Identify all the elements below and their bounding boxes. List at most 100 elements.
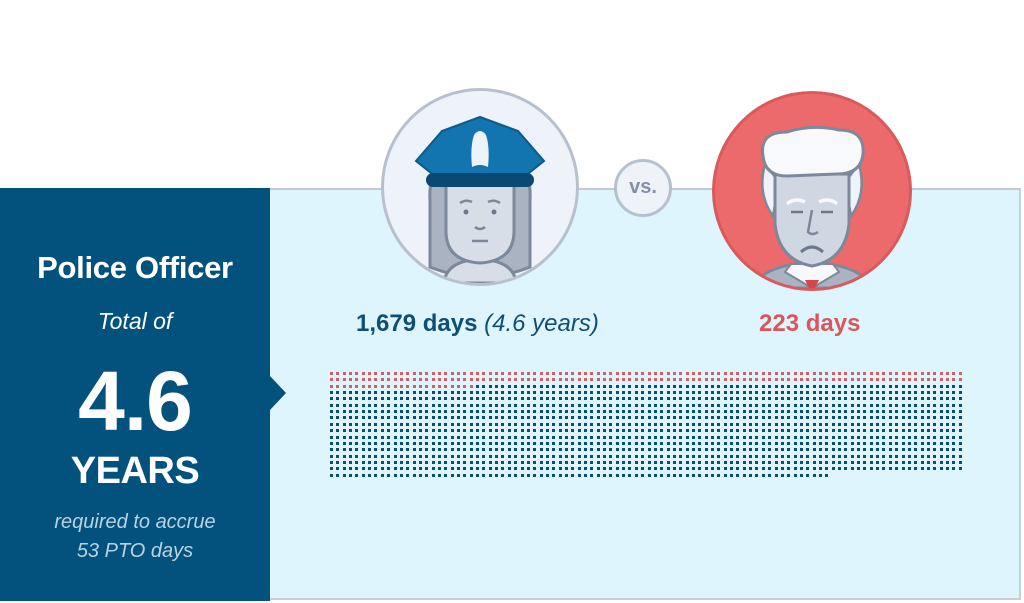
dot-blue	[596, 410, 600, 414]
dot-blue	[463, 429, 467, 433]
dot-blue	[368, 410, 372, 414]
dot-red	[564, 372, 568, 375]
dot-blue	[399, 410, 403, 414]
dot-blue	[476, 454, 480, 458]
dot-blue	[450, 441, 454, 445]
dot-blue	[437, 460, 441, 464]
dot-blue	[647, 448, 651, 452]
dot-blue	[793, 448, 797, 452]
dot-blue	[437, 467, 441, 471]
dot-red	[768, 372, 772, 375]
dot-blue	[653, 429, 657, 433]
dot-blue	[857, 435, 861, 439]
dot-blue	[768, 467, 772, 471]
dot-blue	[450, 448, 454, 452]
dot-blue	[507, 403, 511, 407]
dot-blue	[374, 397, 378, 401]
dot-blue	[685, 454, 689, 458]
dot-red	[749, 378, 753, 382]
dot-blue	[355, 397, 359, 401]
dot-blue	[399, 454, 403, 458]
dot-blue	[818, 422, 822, 426]
dot-blue	[799, 403, 803, 407]
dot-blue	[361, 422, 365, 426]
dot-red	[368, 372, 372, 375]
dot-blue	[920, 467, 924, 471]
dot-red	[793, 372, 797, 375]
dot-blue	[577, 397, 581, 401]
dot-blue	[564, 454, 568, 458]
dot-blue	[818, 441, 822, 445]
dot-blue	[533, 448, 537, 452]
dot-red	[596, 378, 600, 382]
dot-blue	[945, 384, 949, 388]
dot-blue	[831, 391, 835, 395]
dot-blue	[355, 467, 359, 471]
dot-blue	[634, 410, 638, 414]
dot-blue	[717, 397, 721, 401]
dot-blue	[780, 448, 784, 452]
dot-blue	[653, 460, 657, 464]
dot-blue	[482, 410, 486, 414]
dot-blue	[679, 473, 683, 477]
dot-red	[558, 372, 562, 375]
dot-blue	[482, 467, 486, 471]
dot-blue	[666, 422, 670, 426]
dot-blue	[336, 454, 340, 458]
dot-blue	[812, 416, 816, 420]
dot-blue	[812, 441, 816, 445]
dot-blue	[736, 403, 740, 407]
dot-blue	[907, 403, 911, 407]
dot-blue	[857, 410, 861, 414]
dot-blue	[399, 429, 403, 433]
dot-blue	[749, 454, 753, 458]
dot-blue	[634, 435, 638, 439]
dot-blue	[666, 410, 670, 414]
dot-red	[711, 372, 714, 375]
dot-blue	[793, 473, 797, 477]
dot-blue	[412, 460, 416, 464]
dot-blue	[806, 422, 810, 426]
dot-blue	[869, 384, 873, 388]
dot-blue	[361, 467, 365, 471]
dot-blue	[571, 435, 575, 439]
dot-blue	[844, 441, 848, 445]
dot-red	[374, 378, 378, 382]
dot-blue	[838, 454, 841, 458]
dot-red	[431, 378, 435, 382]
dot-blue	[349, 435, 353, 439]
dot-blue	[958, 435, 962, 439]
dot-blue	[869, 467, 873, 471]
dot-blue	[888, 454, 892, 458]
dot-blue	[387, 460, 391, 464]
dot-blue	[666, 473, 670, 477]
dot-blue	[825, 416, 829, 420]
dot-blue	[501, 416, 505, 420]
dot-blue	[914, 441, 918, 445]
dot-blue	[933, 403, 937, 407]
dot-blue	[831, 429, 835, 433]
dot-blue	[622, 429, 626, 433]
dot-blue	[584, 416, 587, 420]
dot-blue	[342, 391, 346, 395]
dot-blue	[406, 429, 410, 433]
dot-red	[418, 384, 422, 388]
dot-blue	[787, 448, 791, 452]
dot-blue	[539, 473, 543, 477]
dot-red	[577, 372, 581, 375]
dot-blue	[418, 473, 422, 477]
dot-blue	[653, 441, 657, 445]
dot-blue	[564, 460, 568, 464]
dot-blue	[774, 429, 778, 433]
dot-blue	[869, 403, 873, 407]
dot-blue	[723, 454, 727, 458]
dot-blue	[939, 435, 943, 439]
dot-blue	[780, 435, 784, 439]
dot-blue	[806, 429, 810, 433]
dot-blue	[520, 435, 524, 439]
dot-blue	[488, 441, 492, 445]
dot-blue	[501, 403, 505, 407]
dot-blue	[774, 416, 778, 420]
dot-blue	[380, 454, 384, 458]
dot-blue	[501, 448, 505, 452]
